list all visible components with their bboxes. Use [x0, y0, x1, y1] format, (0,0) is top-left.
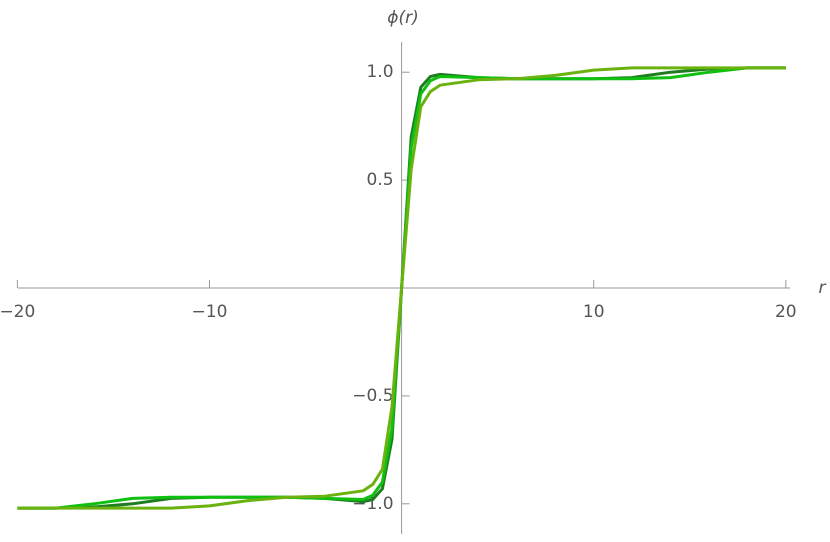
- y-axis-label: ϕ(r): [387, 8, 418, 28]
- curve: [17, 66, 786, 510]
- y-tick-label: −0.5: [352, 386, 393, 406]
- y-tick-label: 1.0: [367, 62, 394, 82]
- x-axis-label: r: [819, 278, 827, 298]
- x-tick-label: 10: [583, 302, 605, 322]
- y-tick-label: 0.5: [367, 170, 394, 190]
- x-tick-label: 20: [775, 302, 797, 322]
- x-tick-label: −10: [192, 302, 228, 322]
- x-tick-label: −20: [0, 302, 35, 322]
- y-tick-label: −1.0: [352, 494, 393, 514]
